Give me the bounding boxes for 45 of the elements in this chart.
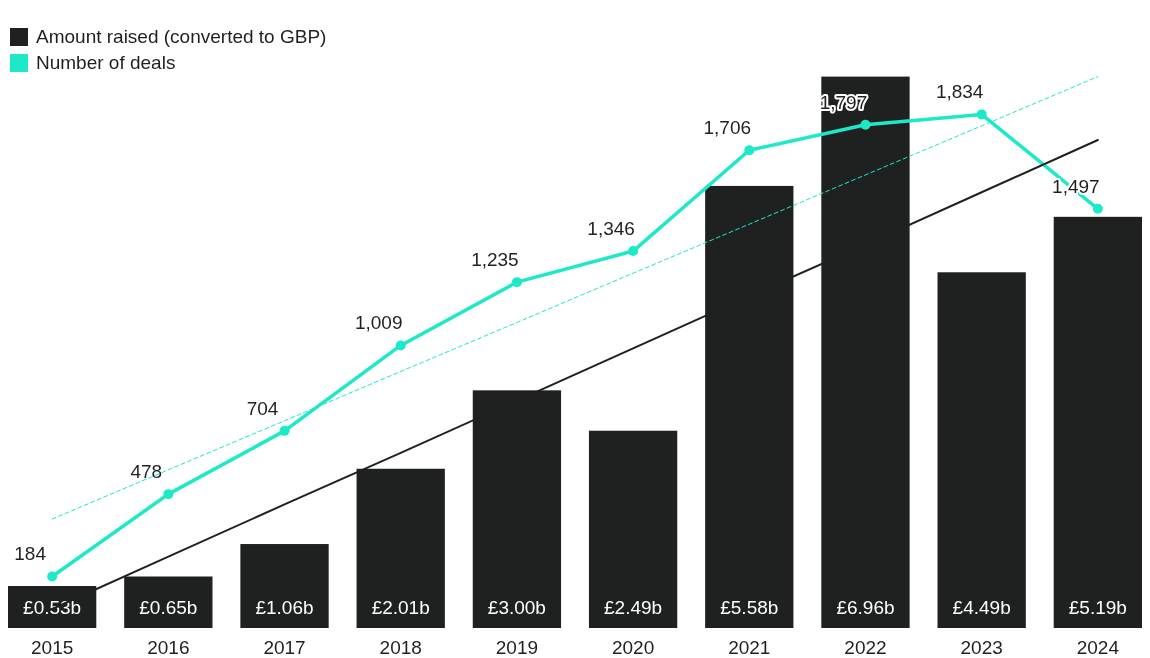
x-tick-label: 2023 [960,637,1003,658]
data-label: 478 [130,461,163,483]
data-label: £6.96b [836,597,895,618]
data-label: 1,834 [935,81,984,103]
data-label: £4.49b [952,597,1011,618]
x-tick-label: 2016 [147,637,190,658]
point [395,340,406,351]
point [976,109,987,120]
data-label: 704 [246,397,279,419]
point [279,425,290,436]
x-tick-label: 2022 [844,637,887,658]
data-label: £1.06b [255,597,314,618]
data-label: £2.49b [604,597,663,618]
x-tick-label: 2024 [1076,637,1120,658]
point [511,277,522,288]
bar [588,430,678,628]
point [163,489,174,500]
data-label: £0.65b [139,597,198,618]
bar [1053,216,1142,628]
x-tick-label: 2021 [728,637,771,658]
point [47,571,58,582]
point [628,246,639,257]
legend-label: Number of deals [36,52,176,73]
point [860,119,871,130]
data-label: 1,235 [471,249,519,271]
data-label: 1,797 [819,91,868,113]
data-label: £5.58b [720,597,779,618]
x-tick-label: 2017 [263,637,306,658]
x-tick-label: 2020 [611,637,655,658]
bar [240,544,329,628]
x-tick-label: 2018 [379,637,422,658]
data-label: £0.53b [23,597,82,618]
data-label: £2.01b [371,597,430,618]
x-tick-label: 2019 [495,637,539,658]
legend-label: Amount raised (converted to GBP) [36,26,327,47]
data-label: 1,706 [703,117,752,139]
x-tick-label: 2015 [31,637,74,658]
point [1092,203,1103,214]
data-label: 184 [14,543,47,565]
data-label: £3.00b [487,597,546,618]
data-label: 1,009 [354,312,403,334]
bar [937,272,1026,628]
data-label: 1,346 [587,218,635,240]
point [744,145,755,156]
data-label: £5.19b [1068,597,1127,618]
